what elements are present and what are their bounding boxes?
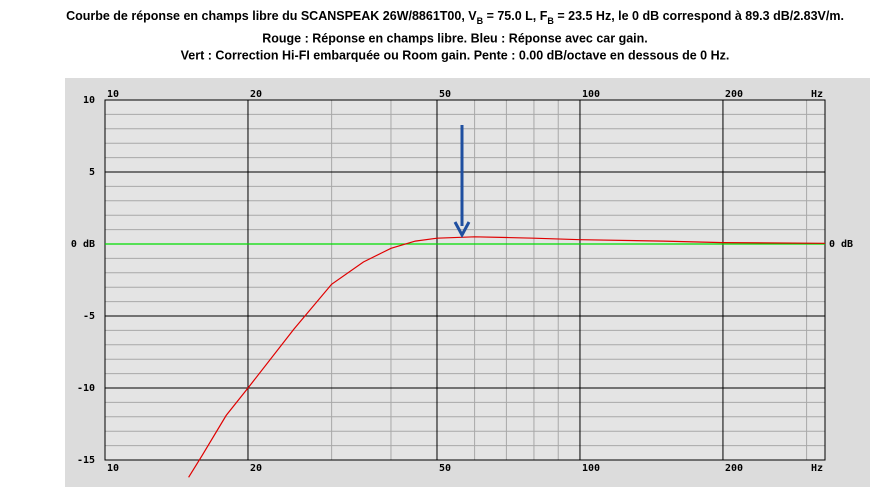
x-tick-label-bottom: 20 <box>250 463 262 474</box>
y-tick-label: 0 dB <box>71 239 95 250</box>
x-tick-label-top: 50 <box>439 89 451 100</box>
grid <box>104 99 826 461</box>
y-tick-label: -5 <box>83 311 95 322</box>
y-tick-label-right: 0 dB <box>829 239 853 250</box>
y-tick-label: 5 <box>89 167 95 178</box>
chart-subtitle: Vert : Correction Hi-FI embarquée ou Roo… <box>181 48 730 62</box>
plot-border <box>104 99 826 461</box>
y-tick-label: -10 <box>77 383 95 394</box>
series-line <box>188 236 826 478</box>
title-part: Courbe de réponse en champs libre du SCA… <box>66 9 477 23</box>
x-unit-top: Hz <box>811 89 823 100</box>
y-tick-label: 10 <box>83 95 95 106</box>
chart-title: Courbe de réponse en champs libre du SCA… <box>66 9 844 26</box>
x-tick-label-bottom: 200 <box>725 463 743 474</box>
title-subscript: B <box>477 16 484 26</box>
x-tick-label-top: 10 <box>107 89 119 100</box>
chart-subtitle: Rouge : Réponse en champs libre. Bleu : … <box>262 31 648 45</box>
title-subscript: B <box>547 16 554 26</box>
title-part: = 75.0 L, F <box>483 9 548 23</box>
x-tick-label-top: 20 <box>250 89 262 100</box>
x-tick-label-top: 100 <box>582 89 600 100</box>
x-tick-label-bottom: 50 <box>439 463 451 474</box>
x-unit-bottom: Hz <box>811 463 823 474</box>
x-tick-label-bottom: 10 <box>107 463 119 474</box>
y-tick-label: -15 <box>77 455 95 466</box>
x-tick-label-top: 200 <box>725 89 743 100</box>
title-part: = 23.5 Hz, le 0 dB correspond à 89.3 dB/… <box>554 9 844 23</box>
x-tick-label-bottom: 100 <box>582 463 600 474</box>
arrow <box>453 125 471 239</box>
plot-area <box>105 100 825 460</box>
marks <box>105 236 826 478</box>
